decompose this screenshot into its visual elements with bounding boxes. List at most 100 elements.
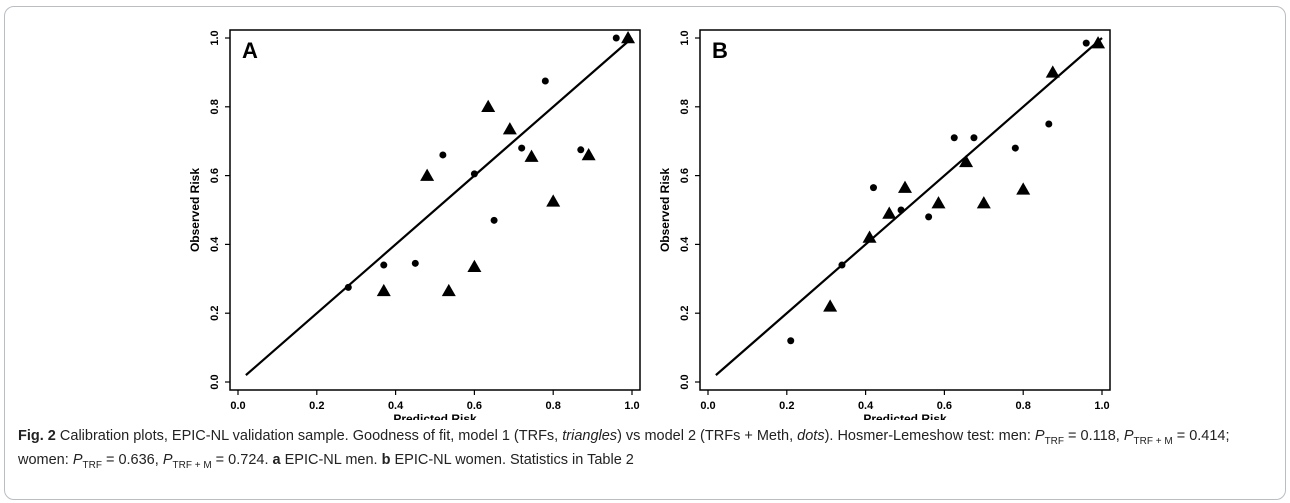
dot-point-b-9 (1082, 39, 1090, 47)
triangle-point-a-6 (524, 149, 539, 162)
plot-frame-a (229, 29, 641, 391)
y-tick-label-b-0: 0.0 (679, 374, 691, 389)
triangle-point-b-0 (823, 299, 838, 312)
y-tick-label-a-0: 0.0 (209, 374, 221, 389)
caption-triangles: triangles (562, 428, 618, 444)
caption-p-men-trfm: P (1123, 428, 1134, 444)
triangle-point-a-8 (581, 147, 596, 161)
triangle-point-b-3 (898, 180, 912, 193)
x-tick-label-b-0: 0.0 (700, 400, 715, 412)
x-axis-label-a: Predicted Risk (393, 412, 477, 420)
triangle-point-a-9 (621, 31, 636, 44)
dot-point-a-5 (490, 216, 498, 224)
caption-text-2: ) vs model 2 (TRFs + Meth, (617, 428, 798, 444)
dot-point-b-4 (925, 213, 933, 221)
triangle-point-a-0 (376, 283, 391, 297)
triangle-point-b-8 (1045, 65, 1060, 78)
dot-point-a-0 (344, 283, 352, 291)
y-tick-label-a-1: 0.2 (209, 306, 221, 321)
triangle-point-b-4 (931, 196, 946, 209)
triangle-point-b-7 (1016, 182, 1031, 195)
caption-sub-women-trfm: TRF + M (172, 459, 212, 471)
y-tick-label-b-3: 0.6 (679, 168, 691, 183)
x-tick-label-b-4: 0.8 (1016, 400, 1031, 412)
caption-label-b: b (381, 452, 391, 468)
triangle-point-a-5 (502, 122, 517, 135)
dot-point-a-3 (439, 151, 447, 159)
y-axis-label-a: Observed Risk (188, 168, 202, 252)
calibration-line-b (715, 37, 1103, 376)
caption-sub-men-trf: TRF (1044, 435, 1065, 447)
dot-point-b-6 (970, 134, 978, 142)
triangle-point-b-9 (1091, 36, 1106, 49)
x-axis-label-b: Predicted Risk (863, 412, 947, 420)
dot-point-a-8 (577, 146, 585, 154)
dot-point-b-8 (1045, 120, 1053, 128)
triangle-point-b-1 (862, 230, 877, 243)
caption-text-a: EPIC-NL men. (280, 452, 382, 468)
caption-women-trf-value: = 0.636, (101, 452, 163, 468)
triangle-point-b-2 (882, 206, 897, 219)
figure-frame (4, 6, 1286, 500)
x-tick-label-a-3: 0.6 (467, 400, 482, 412)
y-tick-label-b-2: 0.4 (679, 236, 691, 252)
x-tick-label-a-0: 0.0 (230, 400, 245, 412)
panel-b: 0.0 0.2 0.4 0.6 0.8 1.0 0.0 0.2 0.4 0.6 0.8 1.0 Pred… (658, 29, 1111, 420)
dot-point-b-1 (838, 261, 846, 269)
triangle-point-a-7 (546, 194, 561, 207)
triangle-point-b-6 (976, 196, 991, 209)
y-tick-label-b-4: 0.8 (679, 99, 691, 114)
plot-frame-b (699, 29, 1111, 391)
caption-text-b: EPIC-NL women. Statistics in Table 2 (390, 452, 634, 468)
triangle-point-b-5 (959, 154, 974, 168)
y-tick-label-a-2: 0.4 (209, 236, 221, 252)
y-tick-label-b-5: 1.0 (679, 30, 691, 45)
caption-dots: dots (797, 428, 825, 444)
calibration-line-a (245, 37, 633, 376)
caption-sub-women-trf: TRF (82, 459, 102, 471)
calibration-plots: 0.0 0.2 0.4 0.6 0.8 1.0 0.0 0.2 0.4 0.6 0.8 1.0 Pred… (188, 29, 1111, 420)
caption-p-men-trf: P (1034, 428, 1045, 444)
x-tick-label-a-2: 0.4 (388, 400, 404, 412)
triangle-point-a-2 (441, 283, 456, 297)
caption-text-3: ). Hosmer-Lemeshow test: men: (824, 428, 1035, 444)
dot-point-b-7 (1011, 144, 1019, 152)
x-tick-label-a-4: 0.8 (546, 400, 561, 412)
panel-label-b: B (712, 38, 728, 63)
y-tick-label-a-5: 1.0 (209, 30, 221, 45)
dot-point-a-4 (470, 170, 478, 178)
dot-point-a-9 (612, 34, 620, 42)
caption-p-women-trf: P (72, 452, 83, 468)
triangle-point-a-1 (420, 168, 435, 181)
triangle-point-a-3 (467, 259, 482, 273)
x-tick-label-a-1: 0.2 (309, 400, 324, 412)
dot-point-b-0 (787, 337, 795, 345)
caption-text-1: Calibration plots, EPIC-NL validation sa… (55, 428, 563, 444)
dot-point-a-7 (541, 77, 549, 85)
y-tick-label-b-1: 0.2 (679, 306, 691, 321)
y-tick-label-a-3: 0.6 (209, 168, 221, 183)
dot-point-b-2 (869, 184, 877, 192)
x-tick-label-b-1: 0.2 (779, 400, 794, 412)
dot-point-b-3 (897, 206, 905, 214)
caption-figure-label: Fig. 2 (18, 428, 56, 444)
dot-point-b-5 (950, 134, 958, 142)
x-tick-label-a-5: 1.0 (624, 400, 639, 412)
y-tick-label-a-4: 0.8 (209, 99, 221, 114)
panel-a: 0.0 0.2 0.4 0.6 0.8 1.0 0.0 0.2 0.4 0.6 0.8 1.0 Pred… (188, 29, 641, 420)
caption-label-a: a (272, 452, 281, 468)
dot-point-a-6 (518, 144, 526, 152)
dot-point-a-2 (411, 259, 419, 267)
caption-p-women-trfm: P (162, 452, 173, 468)
caption-sub-men-trfm: TRF + M (1133, 435, 1173, 447)
y-axis-label-b: Observed Risk (658, 168, 672, 252)
caption-men-trf-value: = 0.118, (1064, 428, 1124, 444)
x-tick-label-b-3: 0.6 (937, 400, 952, 412)
triangle-point-a-4 (481, 99, 496, 113)
dot-point-a-1 (380, 261, 388, 269)
figure-caption: Fig. 2 Calibration plots, EPIC-NL valida… (18, 424, 1268, 472)
caption-women-trfm-value: = 0.724. (211, 452, 273, 468)
x-tick-label-b-5: 1.0 (1094, 400, 1109, 412)
panel-label-a: A (242, 38, 258, 63)
x-tick-label-b-2: 0.4 (858, 400, 874, 412)
